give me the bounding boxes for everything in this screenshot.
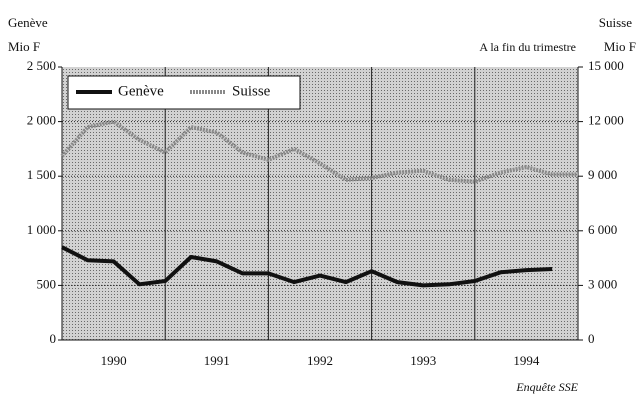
plot-area: [62, 67, 578, 340]
source: Enquête SSE: [515, 380, 578, 394]
right-axis-unit: Mio F: [604, 39, 636, 54]
annotation: A la fin du trimestre: [479, 40, 576, 54]
y2-tick-label: 15 000: [588, 58, 624, 73]
series-line: [61, 245, 553, 288]
y2-tick-label: 12 000: [588, 113, 624, 128]
series-line: [60, 119, 578, 184]
legend-label: Suisse: [232, 83, 271, 99]
y2-tick-label: 0: [588, 331, 595, 346]
y-tick-label: 500: [37, 276, 57, 291]
y-tick-label: 1 000: [27, 222, 56, 237]
x-tick-label: 1991: [204, 353, 230, 368]
x-tick-label: 1992: [307, 353, 333, 368]
x-tick-label: 1994: [513, 353, 540, 368]
y-tick-label: 0: [50, 331, 57, 346]
x-tick-label: 1993: [410, 353, 436, 368]
left-axis-title: Genève: [8, 15, 48, 30]
left-axis-unit: Mio F: [8, 39, 40, 54]
y2-tick-label: 9 000: [588, 167, 617, 182]
x-tick-label: 1990: [101, 353, 127, 368]
y2-tick-label: 6 000: [588, 222, 617, 237]
right-axis-title: Suisse: [599, 15, 632, 30]
y-tick-label: 2 500: [27, 58, 56, 73]
y2-tick-label: 3 000: [588, 276, 617, 291]
y-tick-label: 1 500: [27, 167, 56, 182]
legend-label: Genève: [118, 83, 164, 99]
y-tick-label: 2 000: [27, 113, 56, 128]
